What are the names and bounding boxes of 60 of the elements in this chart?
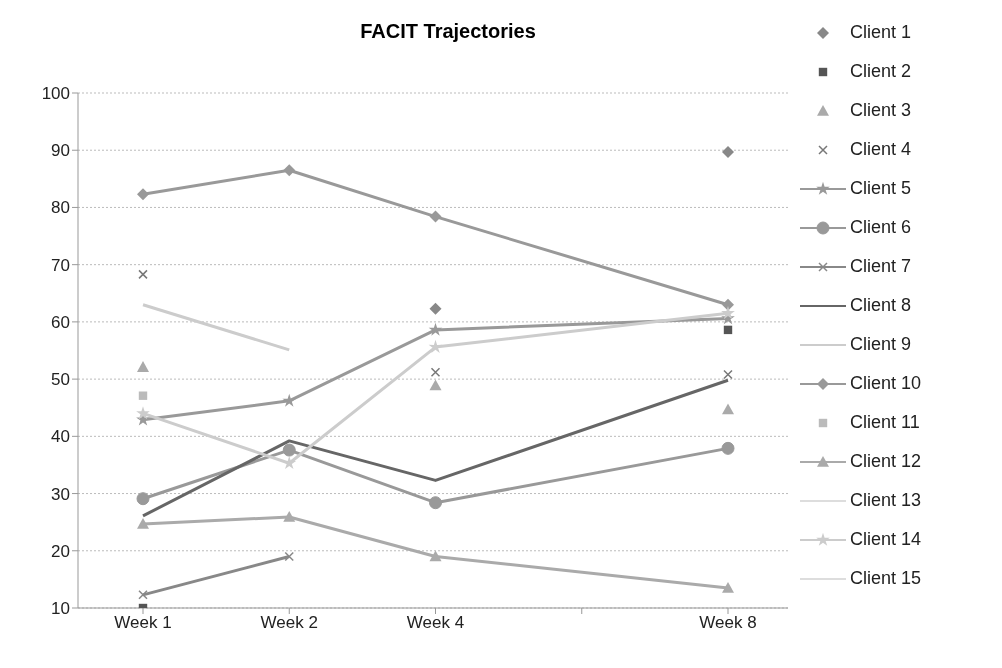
point [282, 393, 297, 407]
legend-label: Client 4 [850, 139, 912, 160]
legend-label: Client 12 [850, 451, 922, 472]
point [723, 369, 733, 380]
legend-label: Client 9 [850, 334, 912, 355]
point [282, 443, 296, 457]
y-tick-label: 20 [51, 541, 70, 561]
point [429, 496, 442, 510]
y-tick-label: 10 [51, 599, 70, 619]
point [722, 298, 734, 311]
legend-label: Client 2 [850, 61, 912, 82]
point [138, 269, 148, 280]
chart-title: FACIT Trajectories [359, 20, 537, 43]
point [428, 339, 443, 353]
point [722, 145, 734, 158]
point [137, 517, 149, 529]
legend-label: Client 13 [850, 490, 922, 511]
point [722, 581, 734, 593]
point [430, 367, 441, 377]
point [429, 302, 442, 315]
x-tick-label: Week 1 [114, 613, 172, 633]
x-tick-label: Week 4 [406, 613, 465, 633]
y-tick-label: 50 [51, 370, 70, 390]
point [429, 379, 442, 391]
legend-label: Client 3 [850, 100, 912, 121]
y-tick-label: 40 [51, 427, 70, 447]
legend-label: Client 5 [850, 178, 912, 199]
legend-label: Client 10 [850, 373, 922, 394]
point [721, 306, 735, 320]
x-tick-label: Week 2 [260, 613, 318, 633]
y-tick-label: 100 [41, 84, 70, 104]
y-tick-label: 80 [51, 198, 70, 218]
point [721, 441, 735, 455]
y-tick-label: 90 [51, 141, 70, 161]
point [723, 325, 733, 335]
point [137, 188, 149, 201]
legend-label: Client 14 [850, 529, 922, 550]
point [136, 492, 150, 506]
y-tick-label: 60 [51, 312, 70, 332]
point [283, 511, 296, 522]
point [429, 210, 442, 223]
y-tick-label: 30 [51, 484, 70, 504]
legend-label: Client 1 [850, 22, 912, 43]
legend-label: Client 11 [850, 412, 920, 433]
point [136, 406, 150, 420]
point [429, 550, 442, 562]
line-series [141, 378, 730, 518]
point [138, 391, 148, 400]
legend-label: Client 15 [850, 568, 922, 589]
point [138, 590, 148, 600]
point [284, 551, 294, 562]
x-tick-label: Week 8 [699, 613, 757, 633]
point [428, 322, 443, 336]
legend-label: Client 8 [850, 295, 912, 316]
legend-label: Client 6 [850, 217, 912, 238]
point [722, 403, 734, 415]
legend-label: Client 7 [850, 256, 912, 277]
point [137, 361, 149, 372]
point [283, 164, 296, 177]
y-tick-label: 70 [51, 255, 70, 275]
